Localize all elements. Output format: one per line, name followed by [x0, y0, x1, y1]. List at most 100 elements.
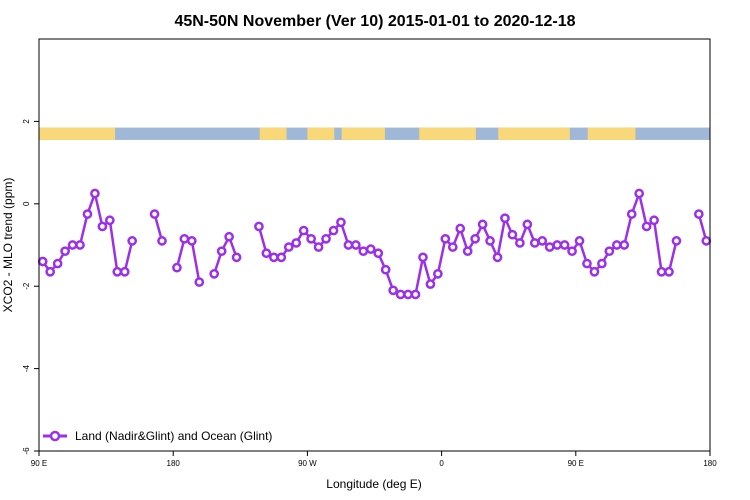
data-point [693, 209, 704, 219]
data-point [194, 277, 205, 287]
chart-title: 45N-50N November (Ver 10) 2015-01-01 to … [174, 13, 575, 30]
x-tick-label: 90 E [31, 459, 47, 468]
data-point [544, 242, 555, 252]
legend-marker-swatch [49, 430, 61, 442]
y-axis: -6 -4 -2 0 2 [22, 119, 39, 455]
data-point [462, 246, 473, 257]
data-point [149, 209, 160, 219]
y-axis-label: XCO2 - MLO trend (ppm) [1, 178, 15, 313]
data-point [656, 266, 667, 277]
plot-frame [38, 38, 711, 452]
data-point [649, 215, 659, 226]
data-point [209, 268, 220, 279]
x-tick-label: 90 W [298, 459, 317, 468]
data-point [582, 258, 592, 269]
data-point [45, 266, 56, 277]
legend: Land (Nadir&Glint) and Ocean (Glint) [43, 429, 272, 443]
data-point [119, 266, 130, 277]
data-point [433, 268, 443, 279]
x-axis: 90 E 180 90 W 0 90 E 180 [31, 451, 717, 468]
data-point [67, 240, 78, 250]
series-line [175, 237, 201, 283]
land-segment [259, 127, 287, 140]
data-point [380, 264, 391, 275]
legend-label: Land (Nadir&Glint) and Ocean (Glint) [75, 429, 272, 443]
data-point [172, 262, 182, 273]
data-point [336, 217, 346, 228]
data-point [559, 240, 570, 250]
data-point [276, 252, 287, 263]
data-point [283, 242, 294, 252]
surface-type-strip [39, 127, 710, 140]
data-point [611, 240, 622, 250]
data-point [515, 238, 525, 248]
data-point [254, 221, 264, 232]
data-point [231, 252, 242, 263]
data-point [321, 233, 331, 244]
data-point [500, 213, 510, 224]
data-point [343, 240, 354, 250]
x-tick-label: 90 E [568, 459, 584, 468]
land-segment [498, 127, 570, 140]
data-point [507, 229, 518, 240]
data-point [477, 219, 488, 230]
data-point [529, 238, 540, 248]
data-point [52, 258, 63, 269]
data-point [410, 289, 421, 300]
data-point [269, 252, 279, 263]
data-point [619, 240, 630, 250]
data-point [440, 233, 451, 244]
data-point [298, 225, 309, 236]
y-tick-label: 0 [22, 201, 31, 206]
x-tick-label: 0 [439, 459, 444, 468]
data-point [306, 233, 316, 244]
x-tick-label: 180 [167, 459, 181, 468]
series-layer [37, 188, 712, 300]
data-point [291, 238, 302, 248]
land-segment [341, 127, 385, 140]
data-point [157, 236, 167, 246]
y-tick-label: 2 [22, 119, 31, 124]
y-tick-label: -4 [22, 364, 31, 372]
data-point [216, 246, 227, 257]
data-point [90, 188, 100, 199]
data-point [261, 248, 272, 259]
x-tick-label: 180 [703, 459, 717, 468]
data-point [641, 221, 652, 232]
data-point [104, 215, 115, 226]
data-point [455, 223, 466, 234]
x-axis-label: Longitude (deg E) [326, 477, 421, 491]
data-point [328, 225, 339, 236]
land-segment [307, 127, 335, 140]
data-point [671, 236, 682, 246]
y-tick-label: -2 [22, 282, 31, 290]
data-point [388, 285, 398, 296]
data-point [112, 266, 123, 277]
data-point [626, 209, 637, 219]
data-point [403, 289, 413, 300]
data-point [75, 240, 85, 250]
data-point [537, 236, 548, 246]
data-point [470, 233, 480, 244]
data-point [664, 266, 674, 277]
data-point [574, 236, 585, 246]
data-point [567, 246, 577, 257]
data-point [97, 221, 108, 232]
land-segment [39, 127, 116, 140]
data-point [604, 246, 615, 257]
data-point [358, 246, 369, 257]
data-point [82, 209, 93, 219]
data-point [597, 258, 607, 269]
data-point [395, 289, 406, 300]
data-point [365, 244, 376, 254]
series-line [213, 235, 238, 275]
data-point [313, 242, 324, 252]
data-point [492, 252, 503, 263]
data-point [186, 236, 197, 246]
data-point [37, 256, 48, 267]
data-point [224, 231, 234, 242]
data-point [127, 236, 138, 246]
data-point [634, 188, 645, 199]
data-point [522, 219, 533, 230]
